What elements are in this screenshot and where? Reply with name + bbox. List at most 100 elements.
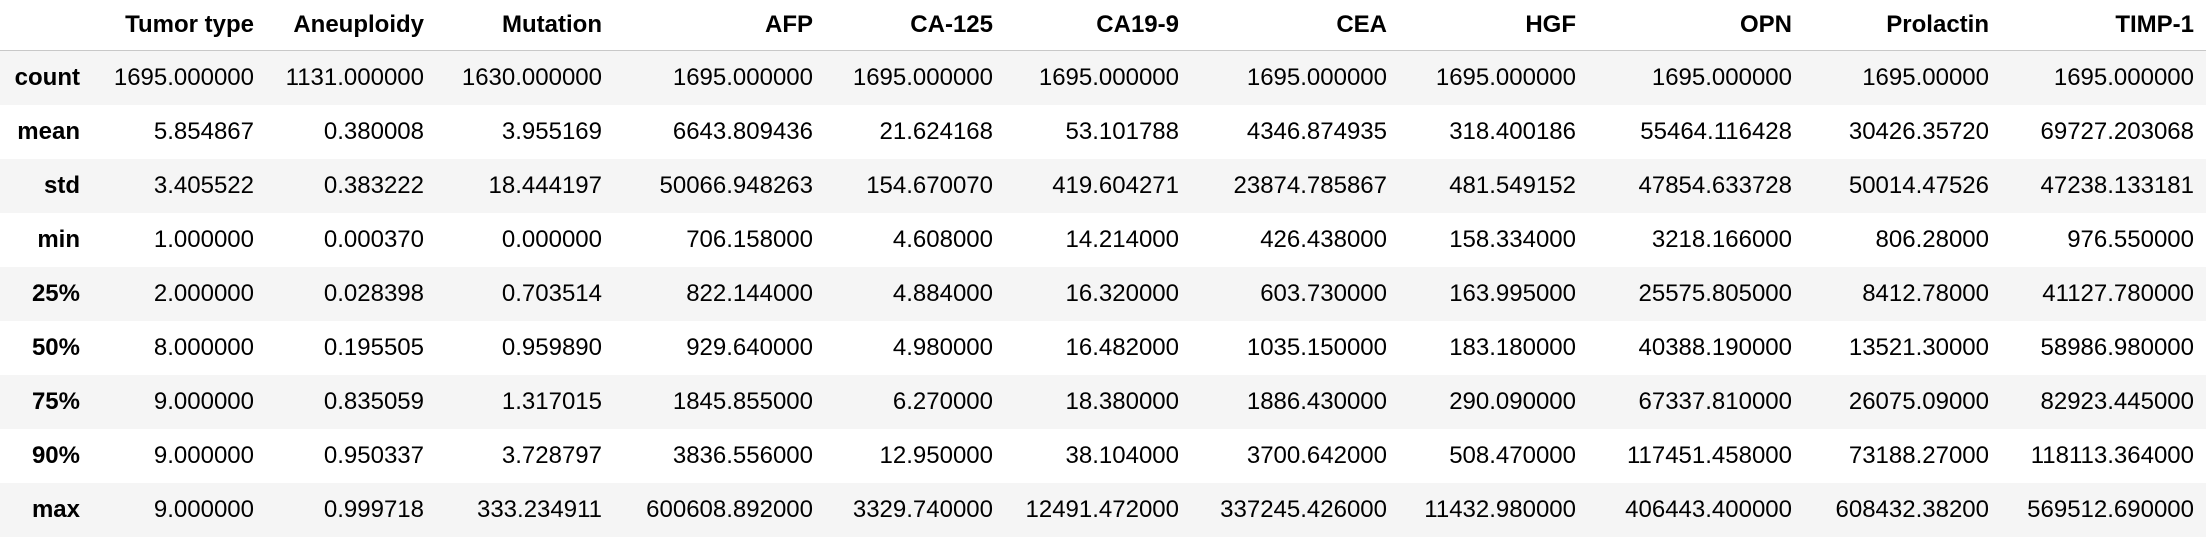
table-cell: 26075.09000 [1848, 387, 1989, 415]
column-header: Tumor type [92, 0, 266, 51]
table-cell: 290.090000 [1449, 387, 1576, 415]
table-cell: 4.608000 [892, 225, 993, 253]
table-cell: 0.383222 [323, 171, 424, 199]
table-cell: 50066.948263 [659, 171, 814, 199]
table-cell: 3218.166000 [1651, 225, 1792, 253]
table-cell: 1845.855000 [672, 387, 813, 415]
table-cell: 1695.000000 [113, 63, 254, 91]
table-cell: 976.550000 [2067, 225, 2194, 253]
table-cell: 21.624168 [879, 117, 993, 145]
table-cell: 1035.150000 [1246, 333, 1387, 361]
table-cell: 9.000000 [153, 495, 254, 523]
table-cell: 47854.633728 [1638, 171, 1793, 199]
table-cell: 2.000000 [153, 279, 254, 307]
table-cell: 23874.785867 [1233, 171, 1388, 199]
table-cell: 53.101788 [1065, 117, 1179, 145]
table-cell: 569512.690000 [2027, 495, 2194, 523]
table-cell: 4.980000 [892, 333, 993, 361]
table-cell: 8412.78000 [1862, 279, 1989, 307]
table-cell: 9.000000 [153, 387, 254, 415]
table-cell: 1695.000000 [672, 63, 813, 91]
row-label: 25% [31, 279, 80, 307]
table-cell: 163.995000 [1449, 279, 1576, 307]
column-header: AFP [614, 0, 825, 51]
table-cell: 47238.133181 [2040, 171, 2195, 199]
table-cell: 6.270000 [892, 387, 993, 415]
table-cell: 69727.203068 [2040, 117, 2195, 145]
table-cell: 3700.642000 [1246, 441, 1387, 469]
table-cell: 929.640000 [686, 333, 813, 361]
table-cell: 1131.000000 [285, 63, 424, 91]
table-cell: 3.728797 [501, 441, 602, 469]
table-row: 75% 9.000000 0.835059 1.317015 1845.855000 6.… [0, 374, 2206, 429]
table-cell: 1886.430000 [1246, 387, 1387, 415]
table-cell: 1.000000 [153, 225, 254, 253]
table-cell: 706.158000 [686, 225, 813, 253]
table-cell: 406443.400000 [1625, 495, 1792, 523]
table-cell: 481.549152 [1449, 171, 1576, 199]
table-cell: 117451.458000 [1626, 441, 1792, 469]
table-cell: 1695.000000 [852, 63, 993, 91]
index-header [0, 0, 92, 51]
table-row: max 9.000000 0.999718 333.234911 600608.8920… [0, 482, 2206, 537]
table-cell: 67337.810000 [1638, 387, 1793, 415]
table-cell: 154.670070 [866, 171, 993, 199]
table-cell: 5.854867 [153, 117, 254, 145]
table-cell: 1695.00000 [1862, 63, 1989, 91]
table-cell: 12.950000 [879, 441, 993, 469]
table-cell: 0.380008 [323, 117, 424, 145]
row-label: 75% [31, 387, 80, 415]
table-row: 25% 2.000000 0.028398 0.703514 822.144000 4.8… [0, 266, 2206, 321]
column-header: CA19-9 [1005, 0, 1191, 51]
table-cell: 38.104000 [1065, 441, 1179, 469]
table-row: min 1.000000 0.000370 0.000000 706.158000 4.6… [0, 212, 2206, 267]
table-cell: 40388.190000 [1638, 333, 1793, 361]
table-cell: 50014.47526 [1848, 171, 1989, 199]
table-cell: 16.482000 [1065, 333, 1179, 361]
row-label: mean [17, 117, 80, 145]
table-cell: 183.180000 [1449, 333, 1576, 361]
table-cell: 12491.472000 [1025, 495, 1180, 523]
column-header: Mutation [436, 0, 614, 51]
table-cell: 9.000000 [153, 441, 254, 469]
table-cell: 18.444197 [488, 171, 602, 199]
table-header: Tumor type Aneuploidy Mutation AFP CA-125 CA1… [0, 0, 2206, 51]
table-cell: 318.400186 [1449, 117, 1576, 145]
table-cell: 4346.874935 [1246, 117, 1387, 145]
table-cell: 1695.000000 [2053, 63, 2194, 91]
table-cell: 0.999718 [323, 495, 424, 523]
table-cell: 0.195505 [323, 333, 424, 361]
table-cell: 58986.980000 [2040, 333, 2195, 361]
column-header: CEA [1191, 0, 1399, 51]
table-cell: 3.405522 [153, 171, 254, 199]
table-cell: 822.144000 [686, 279, 813, 307]
column-header: Aneuploidy [266, 0, 436, 51]
table-cell: 426.438000 [1260, 225, 1387, 253]
row-label: 50% [31, 333, 80, 361]
table-row: std 3.405522 0.383222 18.444197 50066.948263… [0, 158, 2206, 213]
table-cell: 11432.980000 [1424, 495, 1576, 523]
column-header: OPN [1588, 0, 1804, 51]
table-cell: 14.214000 [1065, 225, 1179, 253]
table-cell: 603.730000 [1260, 279, 1387, 307]
table-cell: 333.234911 [476, 495, 602, 523]
table-cell: 806.28000 [1875, 225, 1989, 253]
column-header: CA-125 [825, 0, 1005, 51]
table-cell: 600608.892000 [646, 495, 813, 523]
table-cell: 16.320000 [1065, 279, 1179, 307]
table-cell: 608432.38200 [1835, 495, 1990, 523]
table-cell: 1695.000000 [1246, 63, 1387, 91]
table-cell: 0.950337 [323, 441, 424, 469]
table-cell: 1695.000000 [1651, 63, 1792, 91]
table-cell: 1695.000000 [1435, 63, 1576, 91]
table-cell: 0.000370 [323, 225, 424, 253]
table-cell: 3836.556000 [672, 441, 813, 469]
table-cell: 1.317015 [501, 387, 602, 415]
row-label: std [44, 171, 80, 199]
table-cell: 508.470000 [1449, 441, 1576, 469]
row-label: max [31, 495, 80, 523]
table-row: 50% 8.000000 0.195505 0.959890 929.640000 4.9… [0, 320, 2206, 375]
table-cell: 0.835059 [323, 387, 424, 415]
